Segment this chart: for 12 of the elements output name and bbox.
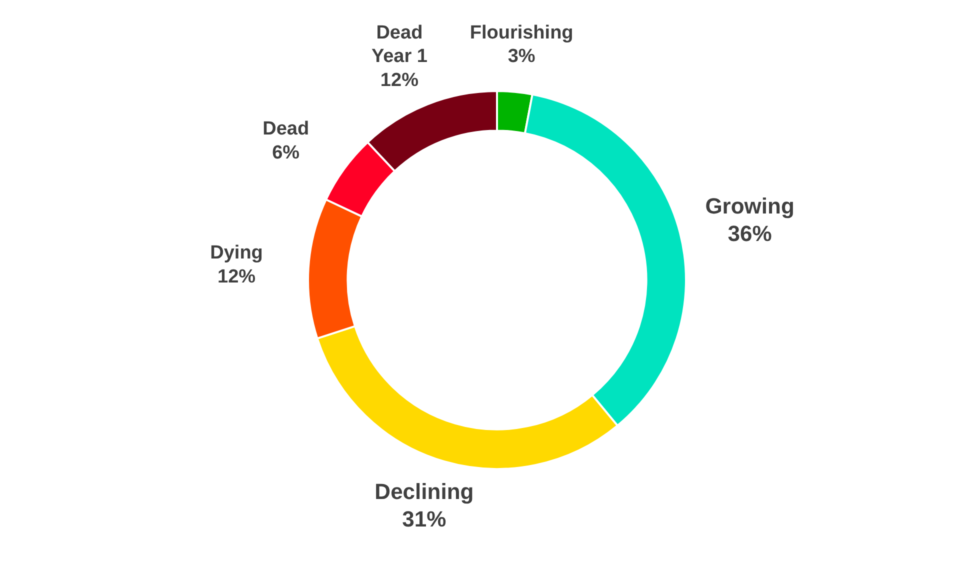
slice-label: Declining (374, 478, 474, 504)
data-label: 31% (402, 506, 446, 532)
data-label: 3% (508, 46, 536, 68)
data-label: 36% (728, 221, 772, 246)
slice-label: Growing (705, 194, 794, 219)
data-label: 12% (218, 266, 256, 288)
slice-label: Dying (210, 242, 263, 264)
slice-label: Dead (262, 118, 310, 140)
slice-label: Flourishing (470, 22, 574, 44)
data-label: 12% (380, 70, 419, 91)
slice-label: Dead Year 1 (371, 22, 428, 68)
data-label: 6% (272, 142, 300, 164)
